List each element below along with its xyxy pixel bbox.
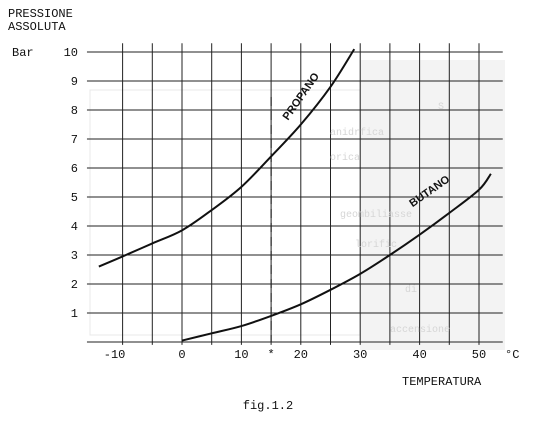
background-table-shading bbox=[89, 60, 505, 350]
ylabel-line-1: PRESSIONE bbox=[8, 7, 73, 21]
marker-dashed-line: * bbox=[267, 96, 275, 362]
series-label-propano: PROPANO bbox=[281, 70, 323, 122]
background-ghost-text: accensione bbox=[390, 325, 451, 336]
x-tick-label: -10 bbox=[104, 348, 126, 362]
x-tick-label: 50 bbox=[472, 348, 486, 362]
ylabel-line-2: ASSOLUTA bbox=[8, 20, 66, 34]
y-tick-label: 7 bbox=[71, 133, 78, 147]
y-tick-label: 5 bbox=[71, 191, 78, 205]
marker-label: * bbox=[267, 348, 274, 362]
background-ghost-text: lorific bbox=[355, 240, 398, 251]
y-unit-label: Bar bbox=[12, 46, 34, 60]
background-ghost-text: di bbox=[405, 285, 418, 296]
y-tick-label: 10 bbox=[64, 46, 78, 60]
y-tick-label: 8 bbox=[71, 104, 78, 118]
series-line-butano bbox=[181, 173, 492, 342]
background-ghost-text: geombiliasse bbox=[340, 210, 413, 221]
y-tick-label: 6 bbox=[71, 162, 78, 176]
tick-labels: 1 2 3 4 5 6 7 8 9 10 -10 0 10 20 30 40 50 bbox=[64, 46, 487, 362]
background-table-shade bbox=[360, 60, 505, 350]
x-tick-label: 40 bbox=[412, 348, 426, 362]
y-tick-label: 9 bbox=[71, 75, 78, 89]
y-tick-label: 2 bbox=[71, 278, 78, 292]
axis-labels: PRESSIONE ASSOLUTA Bar °C TEMPERATURA bbox=[8, 7, 519, 389]
background-ghost-text: S bbox=[438, 102, 445, 113]
grid bbox=[86, 43, 503, 345]
y-tick-label: 1 bbox=[71, 307, 78, 321]
x-tick-label: 20 bbox=[294, 348, 308, 362]
x-tick-label: 10 bbox=[234, 348, 248, 362]
y-tick-label: 4 bbox=[71, 220, 78, 234]
background-table-frame bbox=[89, 89, 361, 336]
x-tick-label: 30 bbox=[353, 348, 367, 362]
y-tick-label: 3 bbox=[71, 249, 78, 263]
series-line-propano bbox=[98, 48, 356, 268]
x-axis-label: TEMPERATURA bbox=[402, 375, 482, 389]
x-unit-label: °C bbox=[505, 348, 519, 362]
figure-caption: fig.1.2 bbox=[242, 399, 294, 413]
background-ghost-text: orica bbox=[330, 153, 361, 164]
background-ghost-text: anidrfica bbox=[330, 128, 385, 139]
x-tick-label: 0 bbox=[178, 348, 185, 362]
